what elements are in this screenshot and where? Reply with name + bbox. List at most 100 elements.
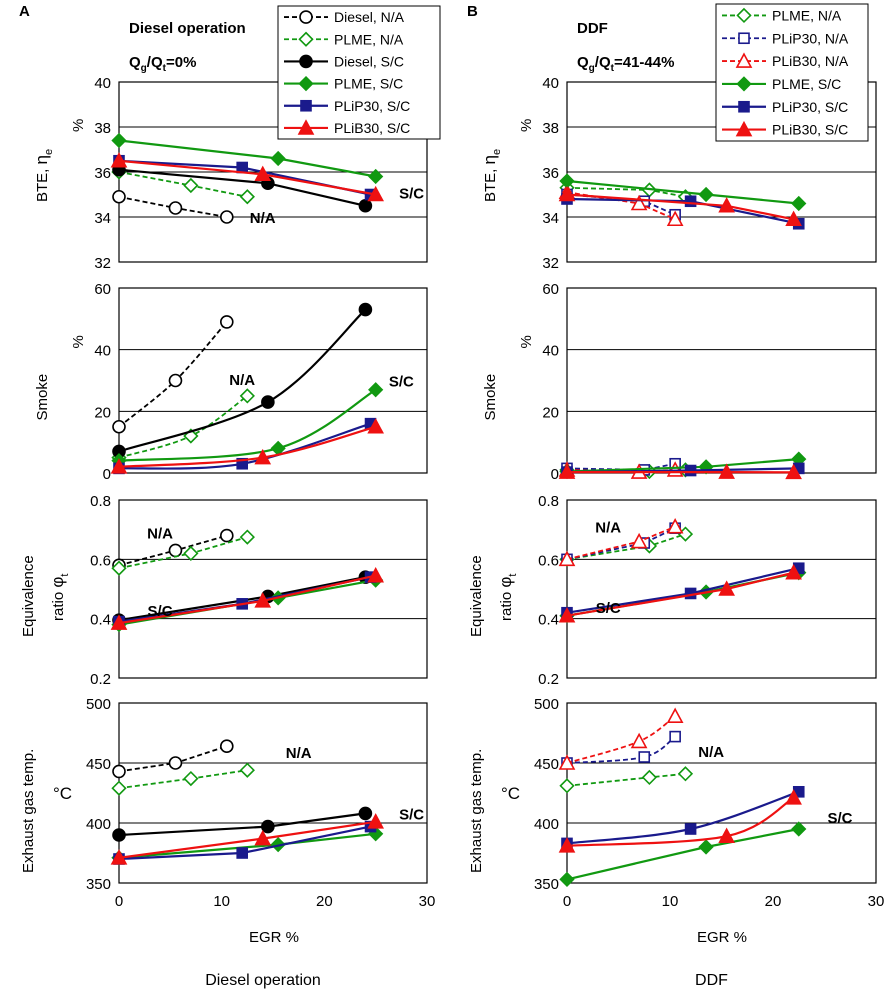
y-label-symbol: φ bbox=[496, 577, 515, 588]
legend-entry: Diesel, S/C bbox=[284, 53, 404, 69]
subplot-egt: 350 400 450 500 Exhaust gas temp. °C N/A S/C 0 10… bbox=[468, 696, 884, 910]
data-point bbox=[261, 819, 275, 834]
annotation: N/A bbox=[229, 372, 255, 389]
data-point bbox=[677, 766, 694, 782]
series-line bbox=[118, 769, 248, 790]
data-point bbox=[684, 464, 697, 477]
data-point bbox=[669, 730, 681, 743]
figure-caption: DDF bbox=[695, 972, 728, 989]
ratio-mid: /Q bbox=[147, 54, 163, 71]
data-point bbox=[559, 778, 575, 794]
legend-label: PLME, S/C bbox=[772, 76, 841, 92]
data-point bbox=[183, 770, 199, 787]
data-point bbox=[367, 185, 385, 202]
data-point bbox=[368, 168, 384, 185]
y-label-text-2: ratio bbox=[498, 588, 515, 621]
y-axis-label: Exhaust gas temp. bbox=[20, 749, 37, 873]
data-point bbox=[367, 813, 385, 829]
y-axis-label: Smoke bbox=[482, 374, 499, 421]
data-point bbox=[785, 563, 802, 580]
series-diesel-n-a bbox=[112, 189, 234, 224]
data-point bbox=[168, 543, 183, 558]
subplot-phi: 0.2 0.4 0.6 0.8 Equivalence ratio φt N/A S/C bbox=[20, 493, 428, 688]
y-label-symbol: η bbox=[32, 155, 51, 164]
plot-frame bbox=[566, 499, 877, 679]
subplot-smoke: 0 20 40 60 Smoke% N/A S/C bbox=[34, 281, 428, 483]
y-tick-label: 500 bbox=[86, 696, 111, 713]
y-tick-label: 60 bbox=[94, 281, 111, 298]
data-point bbox=[367, 418, 385, 434]
y-tick-label: 38 bbox=[542, 120, 559, 137]
panel-label: A bbox=[19, 3, 30, 20]
data-point bbox=[112, 764, 126, 779]
data-point bbox=[641, 769, 658, 786]
panel-title: Diesel operation bbox=[129, 20, 246, 37]
y-axis-unit: °C bbox=[53, 784, 72, 803]
data-point bbox=[718, 827, 735, 844]
ratio-tail: =0% bbox=[166, 54, 196, 71]
series-line bbox=[566, 715, 676, 764]
y-tick-label: 40 bbox=[542, 75, 559, 92]
data-point bbox=[558, 550, 576, 567]
legend-label: PLiB30, N/A bbox=[772, 53, 849, 69]
data-point bbox=[220, 210, 234, 224]
ratio-sub-t: t bbox=[611, 63, 615, 74]
legend-marker bbox=[736, 7, 752, 24]
data-point bbox=[791, 821, 807, 837]
data-point bbox=[558, 837, 576, 853]
data-point bbox=[791, 195, 807, 212]
fuel-ratio-label: Qg/Qt=41-44% bbox=[577, 54, 674, 74]
y-tick-label: 36 bbox=[542, 165, 559, 182]
series-line bbox=[566, 735, 676, 764]
x-tick-label: 10 bbox=[213, 893, 230, 910]
data-point bbox=[558, 754, 576, 770]
y-axis-unit: % bbox=[518, 119, 535, 132]
y-tick-label: 20 bbox=[94, 404, 111, 421]
y-tick-label: 400 bbox=[534, 816, 559, 833]
series-line bbox=[566, 827, 800, 881]
series-plib30-s-c bbox=[110, 566, 385, 630]
series-plib30-s-c bbox=[110, 152, 385, 202]
legend-marker bbox=[299, 10, 313, 24]
y-tick-label: 0.2 bbox=[538, 671, 559, 688]
data-point bbox=[112, 828, 126, 842]
y-axis-unit: % bbox=[70, 119, 87, 132]
legend-entry: PLME, S/C bbox=[284, 76, 403, 92]
series-plib30-s-c bbox=[558, 789, 802, 853]
data-point bbox=[785, 210, 802, 227]
y-axis-label: Equivalence bbox=[468, 555, 485, 637]
subplot-bte: 32 34 36 38 40 BTE, ηe% N/A S/C bbox=[32, 75, 428, 272]
legend-entry: PLiB30, S/C bbox=[722, 120, 848, 138]
y-axis-label: BTE, ηe bbox=[32, 149, 55, 202]
y-tick-label: 0.2 bbox=[90, 671, 111, 688]
ratio-sub-g: g bbox=[589, 63, 595, 74]
legend-box bbox=[277, 5, 441, 140]
plot-frame bbox=[118, 287, 428, 474]
data-point bbox=[368, 382, 384, 398]
data-point bbox=[558, 185, 576, 202]
y-tick-label: 60 bbox=[542, 281, 559, 298]
data-point bbox=[684, 823, 697, 835]
y-label-sub: e bbox=[43, 149, 55, 155]
annotation: N/A bbox=[698, 744, 724, 761]
y-tick-label: 500 bbox=[534, 696, 559, 713]
legend-entry: PLiP30, N/A bbox=[722, 30, 849, 46]
figure-caption: Diesel operation bbox=[205, 972, 321, 989]
series-plme-s-c bbox=[111, 132, 384, 185]
legend-entry: PLME, N/A bbox=[722, 7, 842, 23]
series-line bbox=[118, 812, 366, 837]
series-plib30-s-c bbox=[558, 563, 802, 623]
series-diesel-n-a bbox=[112, 315, 234, 434]
annotation: N/A bbox=[595, 520, 621, 537]
plot-frame bbox=[566, 702, 877, 884]
legend-marker bbox=[736, 76, 752, 92]
data-point bbox=[110, 458, 128, 474]
legend-label: Diesel, S/C bbox=[334, 53, 404, 69]
data-point bbox=[358, 198, 373, 213]
data-point bbox=[718, 463, 735, 479]
ratio-sub-g: g bbox=[141, 63, 147, 74]
y-axis-label: Exhaust gas temp. bbox=[468, 749, 485, 873]
y-tick-label: 34 bbox=[94, 210, 111, 227]
ratio-mid: /Q bbox=[595, 54, 611, 71]
